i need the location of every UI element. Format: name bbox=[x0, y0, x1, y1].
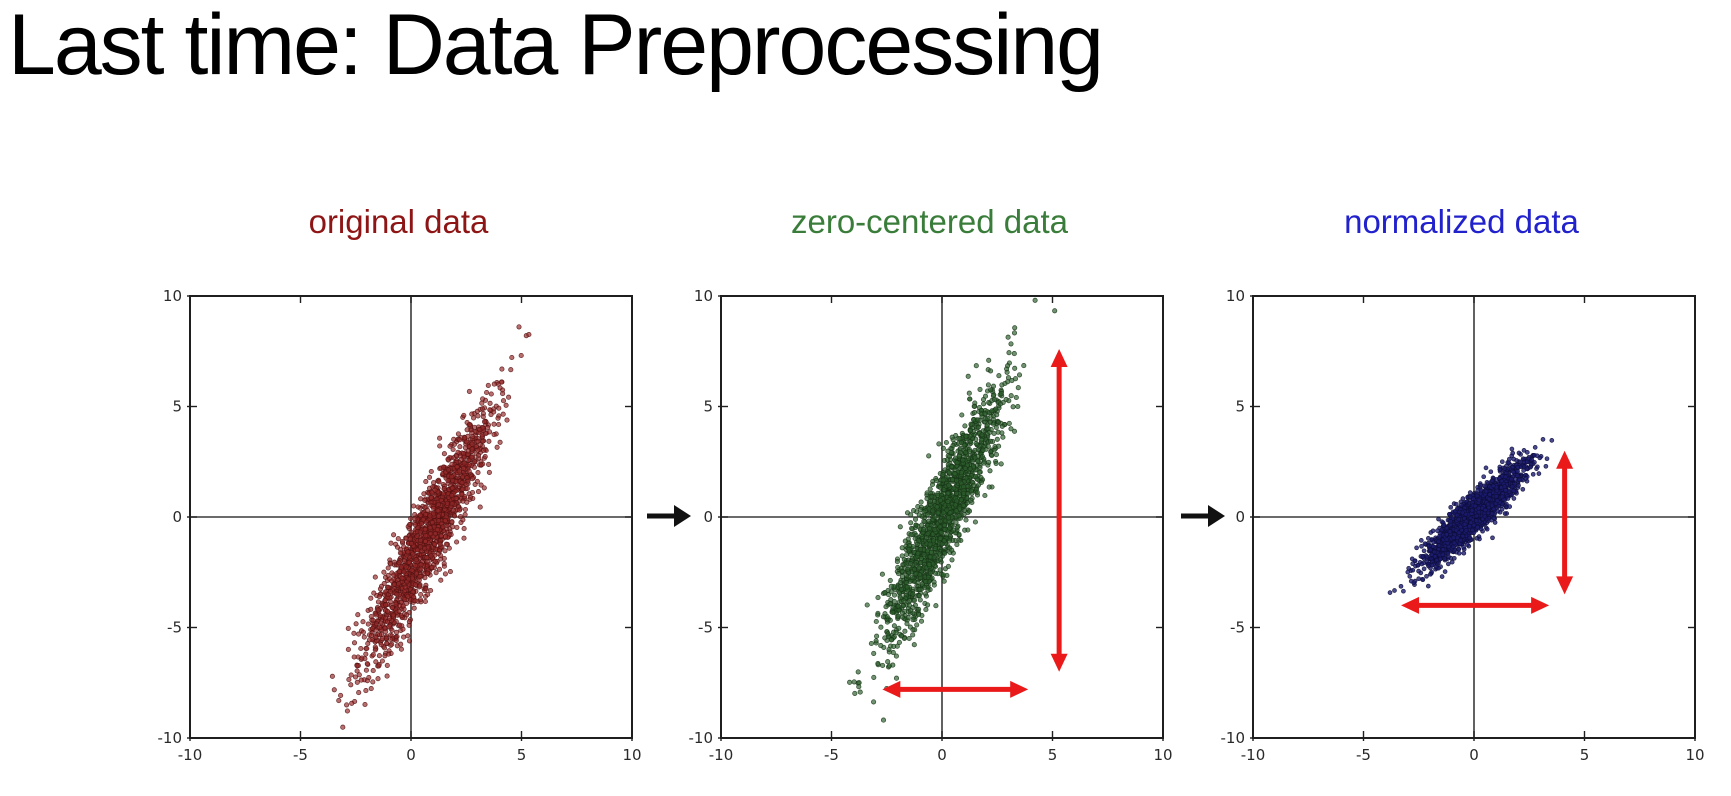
right-arrow-glyph bbox=[647, 505, 691, 527]
page-title: Last time: Data Preprocessing bbox=[8, 0, 1104, 93]
scatter-plot-original-data: -10 -5 0 5 10 -10 -5 0 5 10 bbox=[145, 288, 652, 778]
plot-panel-original-data: original data -10 -5 0 5 10 -10 -5 0 5 10 bbox=[145, 185, 652, 778]
svg-text:0: 0 bbox=[937, 746, 947, 764]
svg-text:5: 5 bbox=[703, 398, 713, 416]
plot-title-original-data: original data bbox=[308, 203, 489, 240]
svg-text:10: 10 bbox=[694, 288, 713, 305]
svg-text:-10: -10 bbox=[689, 729, 714, 747]
svg-text:-5: -5 bbox=[698, 619, 713, 637]
right-arrow-glyph bbox=[1181, 505, 1225, 527]
svg-text:0: 0 bbox=[703, 508, 713, 526]
plot-panel-normalized-data: normalized data -10 -5 0 5 10 -10 -5 0 5 10 bbox=[1208, 185, 1715, 778]
svg-text:-5: -5 bbox=[293, 746, 308, 764]
svg-text:10: 10 bbox=[622, 746, 641, 764]
plot-title-normalized-data: normalized data bbox=[1344, 203, 1579, 240]
scatter-canvas: -10 -5 0 5 10 -10 -5 0 5 10 bbox=[158, 288, 642, 764]
right-arrow-icon bbox=[646, 502, 692, 530]
svg-text:10: 10 bbox=[163, 288, 182, 305]
right-arrow-icon bbox=[1180, 502, 1226, 530]
svg-text:0: 0 bbox=[406, 746, 416, 764]
svg-text:0: 0 bbox=[172, 508, 182, 526]
svg-text:-5: -5 bbox=[167, 619, 182, 637]
scatter-canvas: -10 -5 0 5 10 -10 -5 0 5 10 bbox=[689, 288, 1173, 764]
svg-text:10: 10 bbox=[1153, 746, 1172, 764]
svg-text:-10: -10 bbox=[158, 729, 183, 747]
svg-text:-5: -5 bbox=[824, 746, 839, 764]
svg-text:5: 5 bbox=[1048, 746, 1058, 764]
svg-text:5: 5 bbox=[172, 398, 182, 416]
plot-panel-zero-centered-data: zero-centered data -10 -5 0 5 10 -10 -5 0 5 10 bbox=[676, 185, 1183, 778]
svg-text:-10: -10 bbox=[178, 746, 203, 764]
svg-text:-10: -10 bbox=[709, 746, 734, 764]
scatter-plot-normalized-data: -10 -5 0 5 10 -10 -5 0 5 10 bbox=[1208, 288, 1715, 778]
svg-text:5: 5 bbox=[517, 746, 527, 764]
scatter-plot-zero-centered-data: -10 -5 0 5 10 -10 -5 0 5 10 bbox=[676, 288, 1183, 778]
plot-title-zero-centered-data: zero-centered data bbox=[790, 203, 1068, 240]
